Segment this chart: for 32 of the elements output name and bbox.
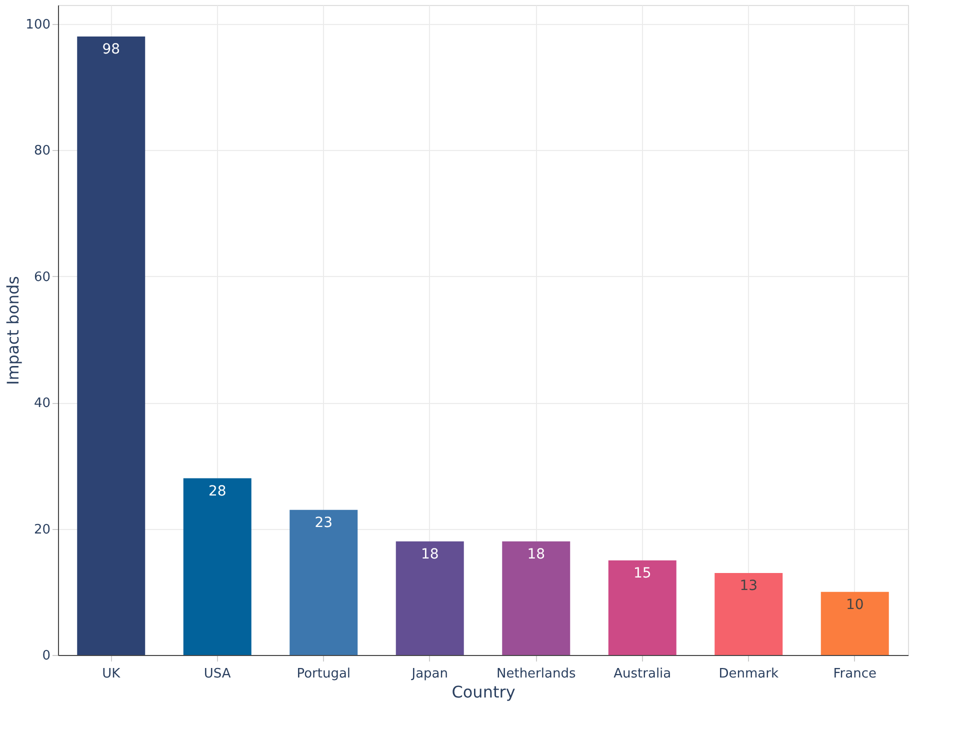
- bar: [714, 572, 783, 655]
- y-tick-label: 20: [34, 522, 50, 538]
- y-axis-title: Impact bonds: [4, 276, 23, 385]
- data-label: 18: [527, 546, 546, 562]
- data-label: 23: [314, 514, 333, 531]
- y-tick-label: 100: [26, 17, 50, 32]
- bar: [608, 560, 676, 655]
- bar: [820, 592, 889, 655]
- y-tick-label: 80: [34, 144, 50, 159]
- x-tick-label: Portugal: [296, 666, 351, 682]
- data-label: 28: [208, 483, 226, 500]
- data-label: 18: [420, 546, 439, 562]
- x-tick-label: France: [833, 666, 876, 682]
- y-tick-label: 40: [34, 396, 50, 412]
- bar: [77, 36, 146, 655]
- data-label: 15: [633, 565, 652, 582]
- x-tick-label: Australia: [614, 666, 672, 682]
- x-tick-label: UK: [102, 666, 121, 682]
- bar: [290, 510, 358, 655]
- y-tick-label: 60: [34, 270, 50, 285]
- bar: [396, 541, 464, 655]
- x-tick-label: Japan: [410, 666, 448, 682]
- y-tick-label: 0: [42, 648, 50, 664]
- bar: [502, 541, 570, 655]
- x-tick-label: Denmark: [718, 666, 779, 682]
- data-label: 13: [740, 578, 758, 594]
- x-axis-title: Country: [452, 682, 516, 702]
- data-label: 98: [102, 42, 120, 58]
- bar: [183, 478, 252, 655]
- x-tick-label: Netherlands: [496, 666, 576, 682]
- x-tick-label: USA: [204, 666, 231, 682]
- data-label: 10: [846, 596, 864, 613]
